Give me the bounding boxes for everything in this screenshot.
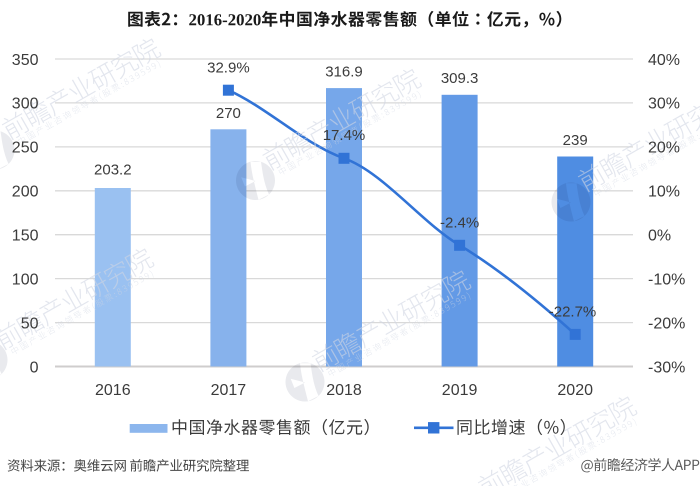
svg-text:203.2: 203.2 xyxy=(94,162,132,179)
svg-text:350: 350 xyxy=(12,52,39,69)
svg-text:309.3: 309.3 xyxy=(441,70,479,87)
svg-text:50: 50 xyxy=(21,315,39,332)
svg-text:-2.4%: -2.4% xyxy=(440,214,479,231)
svg-text:2017: 2017 xyxy=(211,382,247,399)
svg-text:300: 300 xyxy=(12,96,39,113)
svg-text:20%: 20% xyxy=(648,140,680,157)
svg-text:40%: 40% xyxy=(648,52,680,69)
svg-text:150: 150 xyxy=(12,228,39,245)
svg-text:270: 270 xyxy=(216,105,241,122)
svg-text:32.9%: 32.9% xyxy=(207,59,250,76)
svg-text:2016: 2016 xyxy=(95,382,131,399)
svg-text:-22.7%: -22.7% xyxy=(549,303,597,320)
svg-text:0%: 0% xyxy=(648,228,671,245)
svg-text:-30%: -30% xyxy=(648,359,685,376)
svg-text:2019: 2019 xyxy=(442,382,478,399)
svg-text:250: 250 xyxy=(12,140,39,157)
svg-text:30%: 30% xyxy=(648,96,680,113)
svg-text:2020: 2020 xyxy=(557,382,593,399)
svg-text:-20%: -20% xyxy=(648,315,685,332)
svg-text:239: 239 xyxy=(563,132,588,149)
svg-text:100: 100 xyxy=(12,271,39,288)
svg-text:-10%: -10% xyxy=(648,271,685,288)
svg-text:2018: 2018 xyxy=(326,382,362,399)
svg-text:0: 0 xyxy=(30,359,39,376)
svg-text:17.4%: 17.4% xyxy=(323,127,366,144)
svg-text:316.9: 316.9 xyxy=(325,64,363,81)
svg-text:200: 200 xyxy=(12,184,39,201)
svg-text:10%: 10% xyxy=(648,184,680,201)
